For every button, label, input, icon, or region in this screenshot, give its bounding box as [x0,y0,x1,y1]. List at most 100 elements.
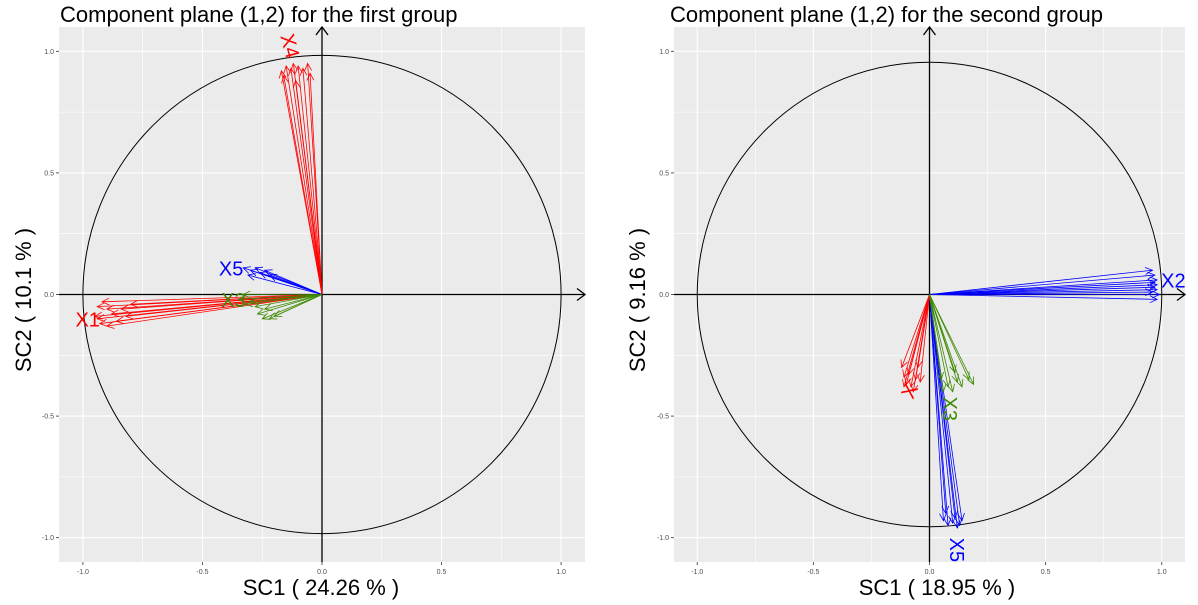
vector-arrowhead [242,290,251,299]
vector-arrow [929,294,974,385]
variable-label: X1 [75,310,99,332]
vector-group-x5 [242,266,323,295]
vector-arrow [929,286,1155,295]
vector-arrow [269,274,323,295]
vector-arrowhead [288,67,296,77]
vector-arrowhead [105,304,115,313]
vector-arrowhead [98,318,108,327]
vector-arrowhead [1145,288,1154,296]
vector-arrowhead [244,299,254,308]
vector-arrowhead [278,69,287,79]
vector-arrowhead [936,371,944,381]
y-tick-label: -0.5 [42,414,54,421]
vertical-axis-arrowhead [922,25,937,36]
vector-arrowhead [290,62,298,72]
vector-arrowhead [96,302,105,311]
vector-arrowhead [237,295,246,303]
vector-group-x4 [278,62,323,295]
vector-arrowhead [1149,295,1159,304]
vector-arrow [285,65,323,295]
x-tick-label: 0.5 [1041,569,1051,576]
y-tick-label: 1.0 [44,49,54,56]
vector-arrowhead [943,517,952,527]
left-chart-panel: Component plane (1,2) for the first grou… [11,2,587,600]
vector-arrowhead [258,271,268,279]
y-tick-label: 0.5 [659,170,669,177]
variable-label: X5 [945,538,967,562]
x-tick-label: -0.5 [196,569,208,576]
right-chart-panel: Component plane (1,2) for the second gro… [599,0,1198,605]
vector-arrowhead [96,314,105,322]
vector-arrowhead [295,64,303,74]
vector-arrowhead [949,364,957,374]
vector-arrow [264,294,323,310]
vector-arrow [257,294,323,315]
x-tick-label: -1.0 [691,569,703,576]
vector-group-x2 [929,267,1161,304]
vector-arrowhead [105,321,115,329]
vector-arrowhead [908,379,917,388]
vector-arrow [903,294,930,378]
vector-arrowhead [242,266,252,274]
vector-arrow [901,294,930,368]
vector-arrowhead [900,359,908,369]
vector-group-x3 [237,290,323,320]
x-tick-label: 1.0 [1157,569,1167,576]
vector-arrowhead [306,72,315,81]
vector-arrow [929,294,949,387]
y-tick-label: 0.5 [44,170,54,177]
variable-label: X5 [219,258,243,280]
vector-arrowhead [110,309,120,318]
y-tick-label: -1.0 [657,535,669,542]
vector-arrow [106,294,323,327]
vector-arrowhead [292,79,301,89]
vector-arrow [929,281,1155,295]
variable-label: X3 [938,397,960,421]
vector-group-x5 [929,294,965,529]
x-tick-label: 1.0 [556,569,566,576]
vector-arrow [929,294,944,521]
vector-arrowhead [947,383,955,393]
vector-arrowhead [125,311,134,320]
vector-arrowhead [254,301,263,310]
vector-arrowhead [281,74,289,84]
vector-arrowhead [950,510,959,520]
vector-arrowhead [902,378,910,388]
x-tick-label: 0.0 [925,569,935,576]
y-axis-label: SC2 ( 10.1 % ) [11,227,36,373]
chart-title: Component plane (1,2) for the second gro… [670,2,1103,27]
x-tick-label: 0.0 [317,569,327,576]
vector-arrow [309,73,323,295]
vector-arrowhead [273,309,283,317]
x-tick-label: -1.0 [77,569,89,576]
y-axis-label: SC2 ( 9.16 % ) [625,227,650,373]
vector-arrow [929,291,1153,295]
vector-arrow [302,68,323,295]
vector-arrowhead [120,304,129,313]
vector-arrow [929,294,954,524]
vector-arrow [245,294,323,305]
horizontal-axis-arrowhead [576,287,587,302]
y-tick-label: 0.0 [44,292,54,299]
vector-arrowhead [246,273,256,281]
vector-arrow [247,274,323,295]
vector-arrowhead [254,266,264,274]
vector-arrow [929,294,1158,300]
vector-arrowhead [1147,283,1156,292]
vector-arrow [238,294,323,300]
y-tick-label: -0.5 [657,414,669,421]
vector-arrowhead [939,513,947,522]
vector-arrowhead [957,512,965,522]
vector-group-x [900,294,930,393]
vector-arrow [295,80,323,295]
vector-arrowhead [941,505,950,515]
vector-arrow [297,65,323,295]
vector-arrowhead [256,308,266,316]
vector-arrowhead [304,62,312,72]
y-tick-label: 1.0 [659,49,669,56]
vector-arrow [121,294,323,310]
vector-arrowhead [263,269,273,277]
vector-arrowhead [942,379,951,388]
y-tick-label: -1.0 [42,535,54,542]
vector-arrow [929,274,1155,295]
